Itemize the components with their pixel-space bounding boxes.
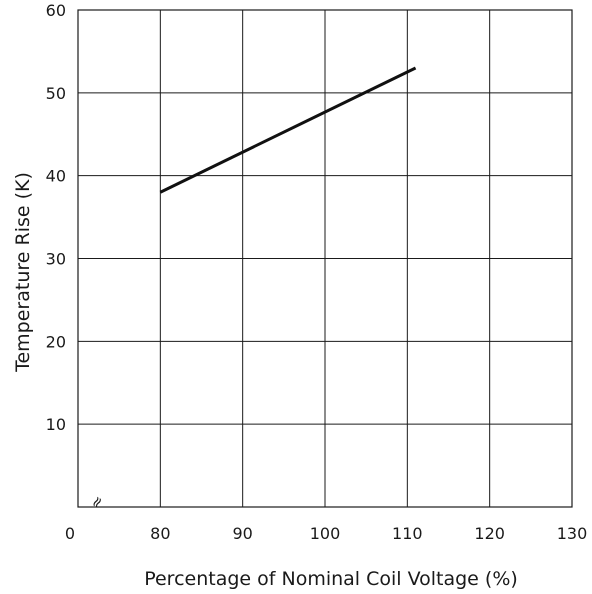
axis-break-mark: ≈ <box>86 492 108 512</box>
y-tick-labels: 10 20 30 40 50 60 <box>46 1 66 434</box>
series-layer <box>159 66 417 194</box>
y-tick-label-50: 50 <box>46 84 66 103</box>
plot-border <box>77 9 573 508</box>
x-tick-label-100: 100 <box>310 524 341 543</box>
x-tick-label-130: 130 <box>557 524 588 543</box>
x-axis-title: Percentage of Nominal Coil Voltage (%) <box>144 568 518 590</box>
x-tick-label-80: 80 <box>150 524 170 543</box>
y-tick-label-40: 40 <box>46 167 66 186</box>
y-tick-label-20: 20 <box>46 332 66 351</box>
plot-frame <box>77 9 573 508</box>
x-tick-label-120: 120 <box>474 524 505 543</box>
y-tick-label-30: 30 <box>46 250 66 269</box>
series-line-0 <box>159 66 417 194</box>
y-tick-label-60: 60 <box>46 1 66 20</box>
grid <box>78 9 573 507</box>
x-tick-label-90: 90 <box>232 524 252 543</box>
x-tick-label-110: 110 <box>392 524 423 543</box>
x-tick-label-0: 0 <box>65 524 75 543</box>
x-tick-labels: 0 80 90 100 110 120 130 <box>65 524 587 543</box>
y-axis-title: Temperature Rise (K) <box>12 172 34 373</box>
y-tick-label-10: 10 <box>46 415 66 434</box>
